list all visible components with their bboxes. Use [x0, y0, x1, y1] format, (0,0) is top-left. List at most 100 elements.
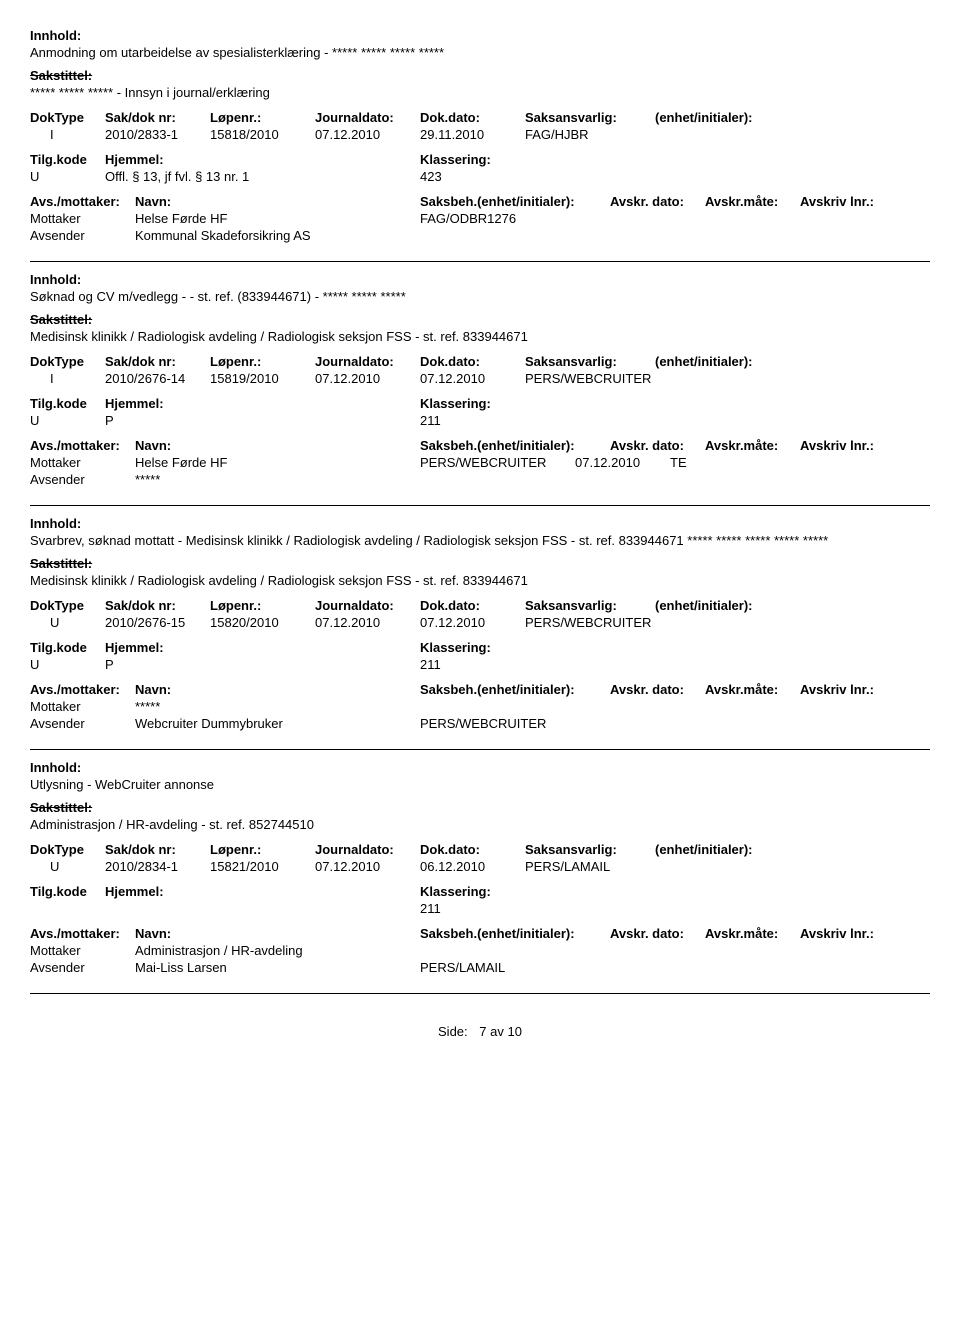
- journal-record: Innhold: Anmodning om utarbeidelse av sp…: [30, 28, 930, 262]
- innhold-text: Anmodning om utarbeidelse av spesialiste…: [30, 45, 930, 60]
- hdr-hjemmel: Hjemmel:: [105, 152, 420, 167]
- journal-record: Innhold: Utlysning - WebCruiter annonse …: [30, 760, 930, 994]
- hdr-avskrdato: Avskr. dato:: [610, 438, 705, 453]
- party-saksbeh: FAG/ODBR1276: [420, 211, 575, 226]
- hdr-saksbeh: Saksbeh.(enhet/initialer):: [420, 682, 610, 697]
- party-date: [575, 960, 670, 975]
- hdr-navn: Navn:: [135, 682, 420, 697]
- hdr-doktype: DokType: [30, 842, 105, 857]
- hdr-hjemmel: Hjemmel:: [105, 640, 420, 655]
- party-row: Avsender Mai-Liss Larsen PERS/LAMAIL: [30, 960, 930, 975]
- party-saksbeh: [420, 943, 575, 958]
- innhold-label: Innhold:: [30, 516, 930, 531]
- sakstitel-text: Medisinsk klinikk / Radiologisk avdeling…: [30, 573, 930, 588]
- hdr-journaldato: Journaldato:: [315, 110, 420, 125]
- innhold-text: Søknad og CV m/vedlegg - - st. ref. (833…: [30, 289, 930, 304]
- sakstitel-label: Sakstittel:: [30, 556, 930, 571]
- meta-header-row: DokType Sak/dok nr: Løpenr.: Journaldato…: [30, 110, 930, 125]
- hdr-tilgkode: Tilg.kode: [30, 152, 105, 167]
- hdr-avskrivlnr: Avskriv lnr.:: [800, 194, 874, 209]
- record-separator: [30, 505, 930, 506]
- val-hjemmel: Offl. § 13, jf fvl. § 13 nr. 1: [105, 169, 420, 184]
- party-saksbeh: PERS/LAMAIL: [420, 960, 575, 975]
- hdr-doktype: DokType: [30, 354, 105, 369]
- innhold-text: Svarbrev, søknad mottatt - Medisinsk kli…: [30, 533, 930, 548]
- sakstitel-label: Sakstittel:: [30, 800, 930, 815]
- avs-header-row: Avs./mottaker: Navn: Saksbeh.(enhet/init…: [30, 194, 930, 209]
- party-row: Avsender *****: [30, 472, 930, 487]
- hdr-saksbeh: Saksbeh.(enhet/initialer):: [420, 438, 610, 453]
- val-doktype: I: [30, 127, 105, 142]
- val-saksansvarlig: FAG/HJBR: [525, 127, 655, 142]
- hdr-dokdato: Dok.dato:: [420, 110, 525, 125]
- sakstitel-text: ***** ***** ***** - Innsyn i journal/erk…: [30, 85, 930, 100]
- val-hjemmel: [105, 901, 420, 916]
- hdr-dokdato: Dok.dato:: [420, 354, 525, 369]
- hdr-navn: Navn:: [135, 194, 420, 209]
- avs-header-row: Avs./mottaker: Navn: Saksbeh.(enhet/init…: [30, 682, 930, 697]
- avs-header-row: Avs./mottaker: Navn: Saksbeh.(enhet/init…: [30, 926, 930, 941]
- hdr-saksbeh: Saksbeh.(enhet/initialer):: [420, 926, 610, 941]
- footer-av: av: [490, 1024, 504, 1039]
- party-role: Mottaker: [30, 211, 135, 226]
- party-name: Mai-Liss Larsen: [135, 960, 420, 975]
- party-row: Mottaker Helse Førde HF FAG/ODBR1276: [30, 211, 930, 226]
- party-date: [575, 943, 670, 958]
- hdr-hjemmel: Hjemmel:: [105, 396, 420, 411]
- party-date: [575, 472, 670, 487]
- footer-page: 7: [479, 1024, 486, 1039]
- val-tilgkode: [30, 901, 105, 916]
- tilg-header-row: Tilg.kode Hjemmel: Klassering:: [30, 396, 930, 411]
- hdr-saksansvarlig: Saksansvarlig:: [525, 598, 655, 613]
- meta-header-row: DokType Sak/dok nr: Løpenr.: Journaldato…: [30, 842, 930, 857]
- hdr-sakdok: Sak/dok nr:: [105, 598, 210, 613]
- party-role: Avsender: [30, 228, 135, 243]
- val-sakdok: 2010/2834-1: [105, 859, 210, 874]
- meta-data-row: I 2010/2833-1 15818/2010 07.12.2010 29.1…: [30, 127, 930, 142]
- record-separator: [30, 993, 930, 994]
- party-role: Avsender: [30, 716, 135, 731]
- hdr-saksansvarlig: Saksansvarlig:: [525, 354, 655, 369]
- hdr-avskrdato: Avskr. dato:: [610, 682, 705, 697]
- val-saksansvarlig: PERS/LAMAIL: [525, 859, 655, 874]
- party-mate: TE: [670, 455, 687, 470]
- hdr-avskrdato: Avskr. dato:: [610, 194, 705, 209]
- hdr-tilgkode: Tilg.kode: [30, 396, 105, 411]
- party-row: Mottaker Helse Førde HF PERS/WEBCRUITER …: [30, 455, 930, 470]
- tilg-header-row: Tilg.kode Hjemmel: Klassering:: [30, 884, 930, 899]
- val-doktype: U: [30, 615, 105, 630]
- meta-header-row: DokType Sak/dok nr: Løpenr.: Journaldato…: [30, 598, 930, 613]
- hdr-avskrmate: Avskr.måte:: [705, 194, 800, 209]
- hdr-lopenr: Løpenr.:: [210, 598, 315, 613]
- val-dokdato: 07.12.2010: [420, 371, 525, 386]
- hdr-avskrivlnr: Avskriv lnr.:: [800, 682, 874, 697]
- party-name: Helse Førde HF: [135, 211, 420, 226]
- party-name: *****: [135, 699, 420, 714]
- party-row: Avsender Webcruiter Dummybruker PERS/WEB…: [30, 716, 930, 731]
- party-saksbeh: [420, 228, 575, 243]
- record-separator: [30, 749, 930, 750]
- party-name: Administrasjon / HR-avdeling: [135, 943, 420, 958]
- party-date: 07.12.2010: [575, 455, 670, 470]
- hdr-saksbeh: Saksbeh.(enhet/initialer):: [420, 194, 610, 209]
- hdr-tilgkode: Tilg.kode: [30, 884, 105, 899]
- party-row: Mottaker *****: [30, 699, 930, 714]
- hdr-lopenr: Løpenr.:: [210, 110, 315, 125]
- party-role: Avsender: [30, 960, 135, 975]
- party-name: Kommunal Skadeforsikring AS: [135, 228, 420, 243]
- val-sakdok: 2010/2676-15: [105, 615, 210, 630]
- hdr-journaldato: Journaldato:: [315, 354, 420, 369]
- val-sakdok: 2010/2833-1: [105, 127, 210, 142]
- hdr-enhet: (enhet/initialer):: [655, 842, 753, 857]
- val-doktype: U: [30, 859, 105, 874]
- hdr-navn: Navn:: [135, 438, 420, 453]
- hdr-saksansvarlig: Saksansvarlig:: [525, 110, 655, 125]
- hdr-hjemmel: Hjemmel:: [105, 884, 420, 899]
- hdr-klassering: Klassering:: [420, 152, 491, 167]
- party-name: *****: [135, 472, 420, 487]
- hdr-avskrmate: Avskr.måte:: [705, 926, 800, 941]
- party-date: [575, 699, 670, 714]
- val-journaldato: 07.12.2010: [315, 127, 420, 142]
- party-role: Avsender: [30, 472, 135, 487]
- hdr-avsmottaker: Avs./mottaker:: [30, 926, 135, 941]
